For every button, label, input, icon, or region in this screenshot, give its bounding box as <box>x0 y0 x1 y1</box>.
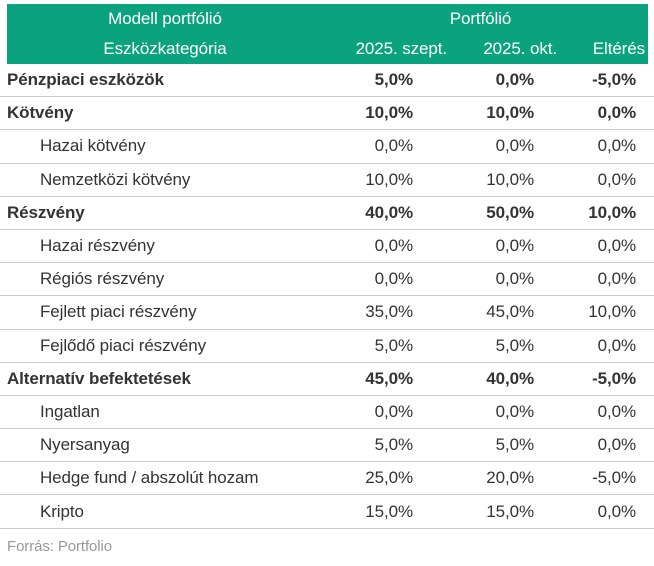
table-row-ingatlan: Ingatlan 0,0% 0,0% 0,0% <box>0 396 654 430</box>
value-okt: 10,0% <box>486 169 534 189</box>
value-diff: 0,0% <box>597 136 636 156</box>
row-label: Hedge fund / abszolút hozam <box>40 468 259 488</box>
header-group-portfolio: Portfólió <box>449 9 512 28</box>
row-label: Fejlődő piaci részvény <box>40 335 206 355</box>
table-header: Modell portfólió Portfólió Eszközkategór… <box>7 4 648 64</box>
column-header-asset-category: Eszközkategória <box>103 39 227 58</box>
source-caption: Forrás: Portfolio <box>7 537 112 555</box>
value-okt: 0,0% <box>495 236 534 256</box>
value-okt: 10,0% <box>486 103 534 123</box>
value-diff: 0,0% <box>597 169 636 189</box>
value-okt: 0,0% <box>495 70 534 90</box>
value-diff: 0,0% <box>597 501 636 521</box>
table-row-hazai-kotveny: Hazai kötvény 0,0% 0,0% 0,0% <box>0 130 654 164</box>
value-okt: 40,0% <box>486 368 534 388</box>
table-row-hazai-reszveny: Hazai részvény 0,0% 0,0% 0,0% <box>0 230 654 264</box>
value-sept: 0,0% <box>374 136 413 156</box>
value-okt: 15,0% <box>486 501 534 521</box>
table-row-fejlett-piaci-reszveny: Fejlett piaci részvény 35,0% 45,0% 10,0% <box>0 296 654 330</box>
value-okt: 20,0% <box>486 468 534 488</box>
value-diff: 0,0% <box>597 401 636 421</box>
value-okt: 0,0% <box>495 269 534 289</box>
value-okt: 0,0% <box>495 136 534 156</box>
value-diff: 10,0% <box>588 302 636 322</box>
value-diff: -5,0% <box>592 368 636 388</box>
value-sept: 0,0% <box>374 401 413 421</box>
header-group-row: Modell portfólió Portfólió <box>7 4 648 34</box>
allocation-table-page: Modell portfólió Portfólió Eszközkategór… <box>0 4 654 566</box>
value-sept: 5,0% <box>374 435 413 455</box>
row-label: Kötvény <box>7 103 74 123</box>
value-diff: 10,0% <box>588 202 636 222</box>
value-sept: 35,0% <box>365 302 413 322</box>
value-sept: 0,0% <box>374 269 413 289</box>
row-label: Részvény <box>7 202 85 222</box>
row-label: Pénzpiaci eszközök <box>7 70 164 90</box>
column-header-sept: 2025. szept. <box>355 39 448 58</box>
value-diff: 0,0% <box>597 435 636 455</box>
value-sept: 0,0% <box>374 236 413 256</box>
value-diff: -5,0% <box>592 468 636 488</box>
value-diff: 0,0% <box>597 269 636 289</box>
column-header-difference: Eltérés <box>592 39 645 58</box>
value-sept: 10,0% <box>365 169 413 189</box>
value-okt: 5,0% <box>495 335 534 355</box>
header-group-model-portfolio: Modell portfólió <box>108 9 222 28</box>
value-sept: 40,0% <box>365 202 413 222</box>
column-header-okt: 2025. okt. <box>483 39 557 58</box>
value-okt: 5,0% <box>495 435 534 455</box>
value-sept: 15,0% <box>365 501 413 521</box>
value-sept: 5,0% <box>374 335 413 355</box>
table-row-regios-reszveny: Régiós részvény 0,0% 0,0% 0,0% <box>0 263 654 297</box>
table-row-nyersanyag: Nyersanyag 5,0% 5,0% 0,0% <box>0 429 654 463</box>
table-row-nemzetkozi-kotveny: Nemzetközi kötvény 10,0% 10,0% 0,0% <box>0 164 654 197</box>
table-row-hedge-fund: Hedge fund / abszolút hozam 25,0% 20,0% … <box>0 462 654 496</box>
header-columns-row: Eszközkategória 2025. szept. 2025. okt. … <box>7 34 648 64</box>
row-label: Régiós részvény <box>40 269 165 289</box>
row-label: Ingatlan <box>40 401 100 421</box>
row-label: Alternatív befektetések <box>7 368 191 388</box>
value-diff: 0,0% <box>597 103 636 123</box>
value-sept: 45,0% <box>365 368 413 388</box>
row-label: Nyersanyag <box>40 435 130 455</box>
table-row-alternativ: Alternatív befektetések 45,0% 40,0% -5,0… <box>0 363 654 396</box>
table-row-penzpiaci: Pénzpiaci eszközök 5,0% 0,0% -5,0% <box>0 64 654 98</box>
value-diff: -5,0% <box>592 70 636 90</box>
row-label: Fejlett piaci részvény <box>40 302 197 322</box>
table-row-fejlodo-piaci-reszveny: Fejlődő piaci részvény 5,0% 5,0% 0,0% <box>0 330 654 363</box>
row-label: Hazai részvény <box>40 236 155 256</box>
value-okt: 0,0% <box>495 401 534 421</box>
row-label: Hazai kötvény <box>40 136 146 156</box>
table-row-kripto: Kripto 15,0% 15,0% 0,0% <box>0 495 654 529</box>
row-label: Kripto <box>40 501 84 521</box>
table-row-reszveny: Részvény 40,0% 50,0% 10,0% <box>0 197 654 230</box>
table-row-kotveny: Kötvény 10,0% 10,0% 0,0% <box>0 97 654 131</box>
value-okt: 50,0% <box>486 202 534 222</box>
value-sept: 5,0% <box>374 70 413 90</box>
value-sept: 25,0% <box>365 468 413 488</box>
value-diff: 0,0% <box>597 236 636 256</box>
value-diff: 0,0% <box>597 335 636 355</box>
value-sept: 10,0% <box>365 103 413 123</box>
row-label: Nemzetközi kötvény <box>40 169 191 189</box>
table-body: Pénzpiaci eszközök 5,0% 0,0% -5,0% Kötvé… <box>0 64 654 529</box>
value-okt: 45,0% <box>486 302 534 322</box>
